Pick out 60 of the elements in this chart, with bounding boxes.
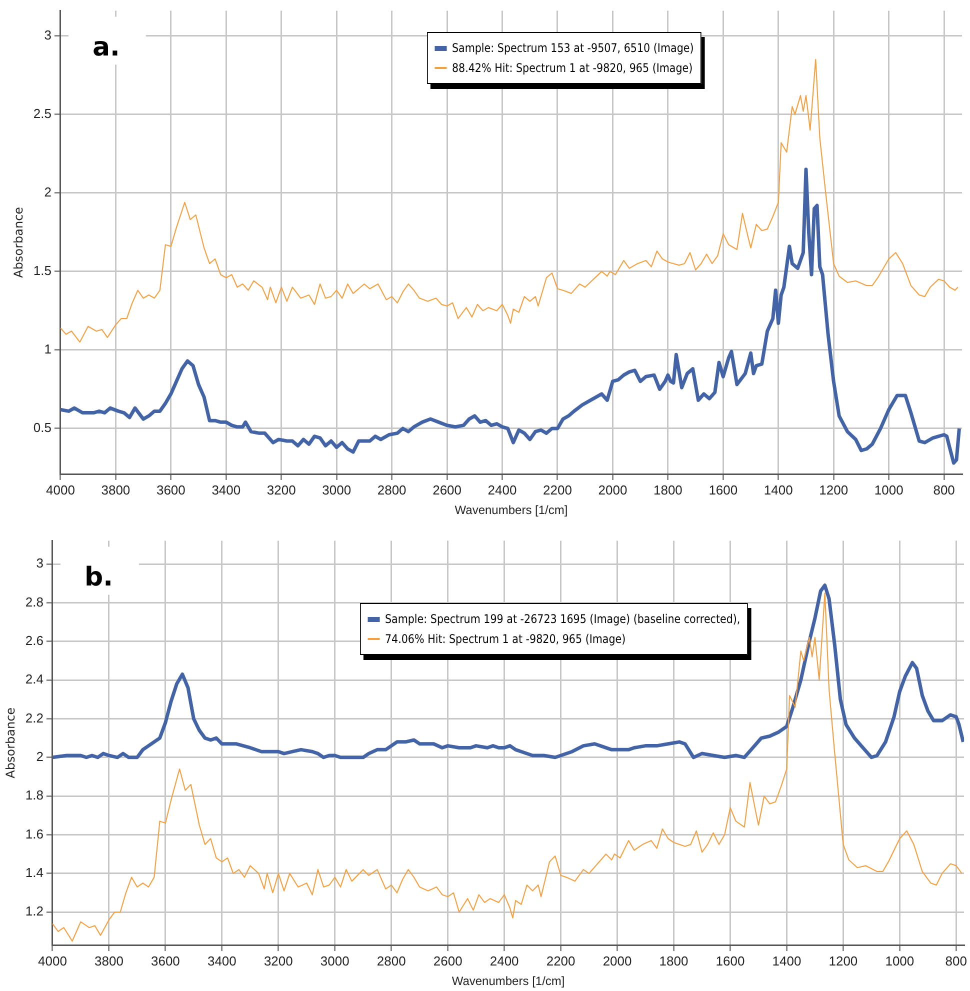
- x-tick-label: 1600: [708, 482, 738, 498]
- legend-label: Sample: Spectrum 199 at -26723 1695 (Image) (baseline corrected),: [384, 612, 740, 626]
- x-tick-label: 1200: [819, 482, 848, 498]
- x-tick-label: 2800: [377, 482, 406, 498]
- x-tick-label: 2200: [546, 953, 576, 968]
- y-tick-label: 2.8: [25, 594, 44, 610]
- x-tick-label: 2200: [543, 482, 572, 498]
- y-tick-label: 2.2: [25, 710, 44, 726]
- y-tick-label: 1.8: [25, 788, 44, 803]
- x-tick-label: 2600: [432, 482, 462, 498]
- y-tick-label: 1.2: [25, 904, 44, 919]
- legend-label: Sample: Spectrum 153 at -9507, 6510 (Image): [452, 41, 694, 55]
- x-tick-label: 3800: [94, 953, 124, 968]
- y-tick-label: 2: [36, 748, 44, 764]
- y-tick-label: 2.4: [25, 672, 44, 687]
- y-tick-label: 2.5: [33, 106, 52, 122]
- x-tick-label: 3000: [322, 482, 352, 498]
- x-tick-label: 3800: [101, 482, 130, 498]
- y-axis-title: Absorbance: [3, 707, 18, 778]
- y-axis-title: Absorbance: [11, 206, 26, 278]
- x-tick-label: 2600: [433, 953, 462, 968]
- x-tick-label: 1400: [764, 482, 793, 498]
- x-tick-label: 2800: [376, 953, 406, 968]
- x-tick-label: 1400: [772, 953, 802, 968]
- y-tick-label: 1.4: [25, 865, 44, 880]
- legend-label: 74.06% Hit: Spectrum 1 at -9820, 965 (Image): [384, 632, 626, 646]
- x-tick-label: 4000: [38, 953, 67, 968]
- x-tick-label: 3600: [150, 953, 180, 968]
- x-tick-label: 3200: [264, 953, 293, 968]
- x-tick-label: 1000: [885, 953, 914, 968]
- x-tick-label: 2400: [488, 482, 517, 498]
- y-tick-label: 1.6: [25, 826, 44, 842]
- x-tick-label: 2000: [602, 953, 632, 968]
- x-tick-label: 1800: [653, 482, 682, 498]
- annotation: b.: [84, 562, 113, 593]
- x-tick-label: 1000: [874, 482, 904, 498]
- x-tick-label: 1800: [659, 953, 688, 968]
- x-tick-label: 800: [933, 482, 955, 498]
- x-tick-label: 3200: [266, 482, 296, 498]
- y-tick-label: 2: [44, 184, 52, 200]
- x-tick-label: 2400: [490, 953, 519, 968]
- x-axis-title: Wavenumbers [1/cm]: [452, 974, 565, 988]
- x-tick-label: 4000: [46, 482, 75, 498]
- y-tick-label: 0.5: [33, 420, 52, 436]
- annotation: a.: [92, 32, 120, 63]
- x-tick-label: 3400: [212, 482, 241, 498]
- x-tick-label: 3600: [156, 482, 186, 498]
- x-tick-label: 2000: [598, 482, 628, 498]
- y-tick-label: 1: [44, 342, 52, 357]
- y-tick-label: 3: [36, 556, 44, 571]
- x-tick-label: 800: [945, 953, 968, 968]
- x-tick-label: 1200: [828, 953, 858, 968]
- legend-label: 88.42% Hit: Spectrum 1 at -9820, 965 (Image): [452, 61, 693, 75]
- x-tick-label: 3400: [207, 953, 236, 968]
- y-tick-label: 1.5: [33, 263, 52, 278]
- y-tick-label: 3: [44, 28, 52, 42]
- x-tick-label: 1600: [716, 953, 745, 968]
- x-tick-label: 3000: [320, 953, 350, 968]
- y-tick-label: 2.6: [25, 632, 44, 648]
- x-axis-title: Wavenumbers [1/cm]: [454, 503, 568, 518]
